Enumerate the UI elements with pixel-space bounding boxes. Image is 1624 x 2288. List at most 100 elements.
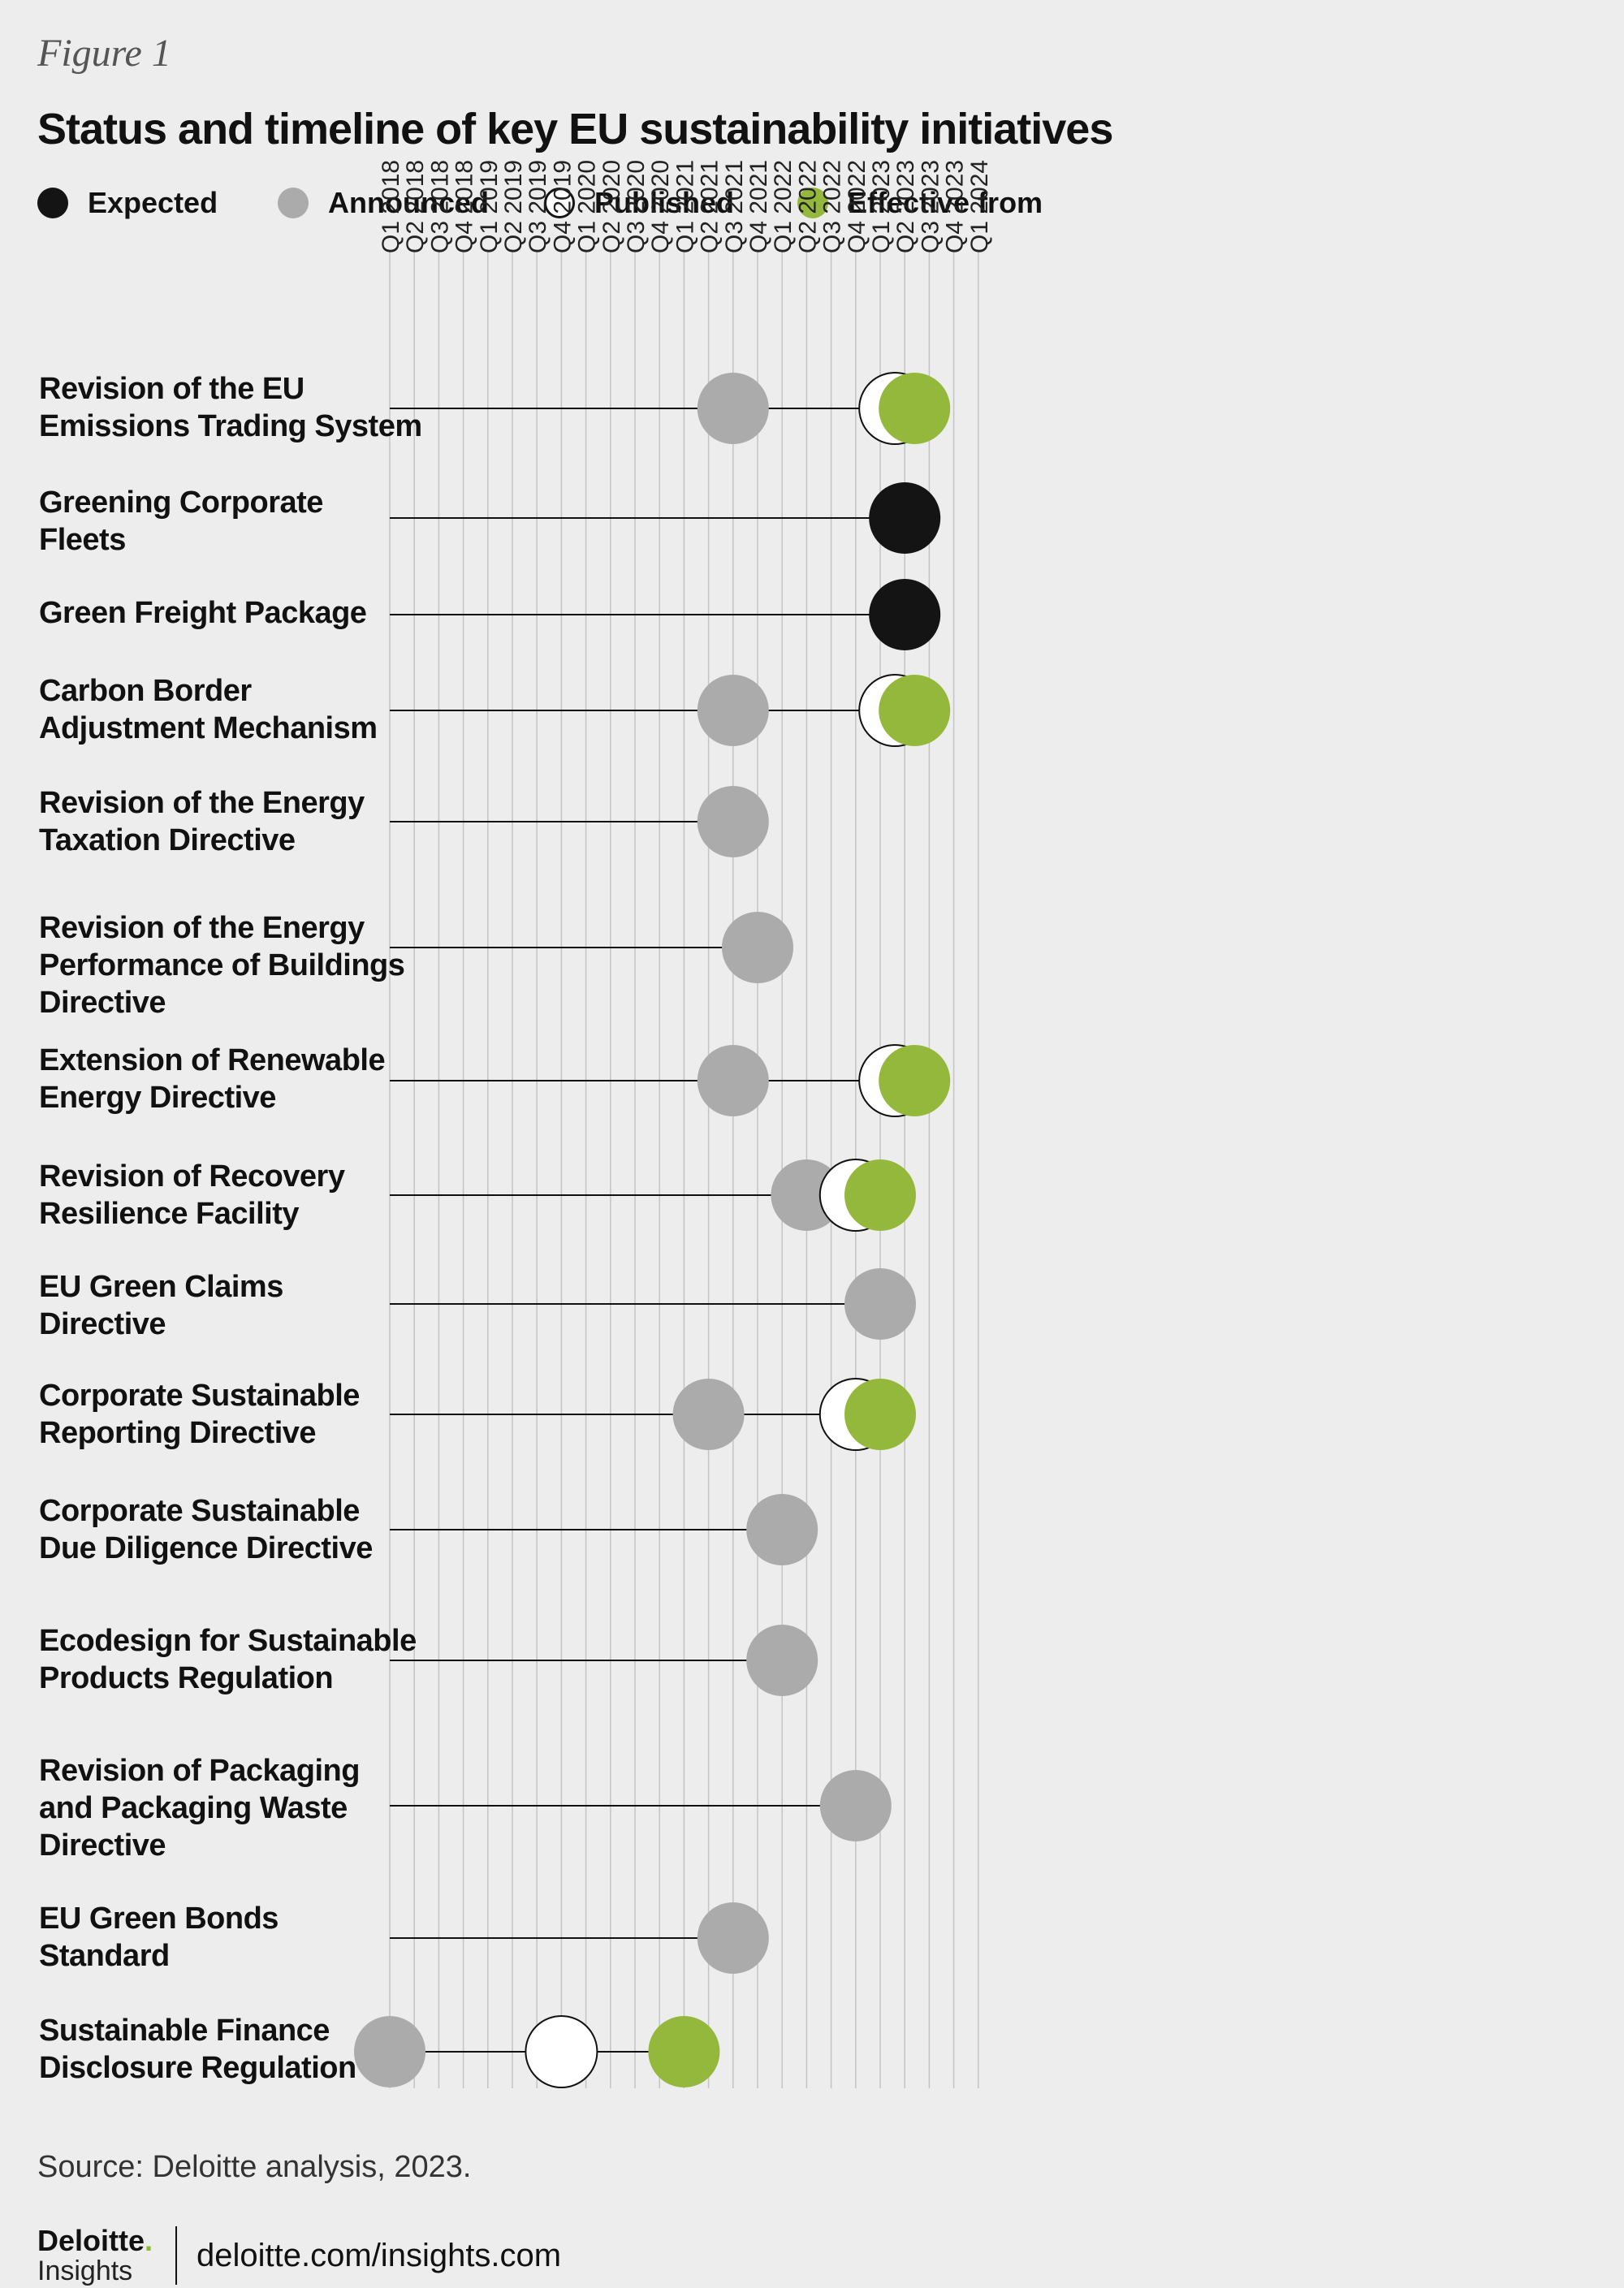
row-label-line: Green Freight Package [39, 596, 367, 630]
row-label: Ecodesign for Sustainable Products Regula… [39, 1622, 417, 1697]
row-label-line: Directive [39, 1307, 166, 1341]
x-tick-label: Q3 2018 [426, 160, 453, 253]
marker-announced [746, 1625, 818, 1696]
legend-label-effective: Effective from [848, 186, 1043, 219]
row-label-line: Due Diligence Directive [39, 1531, 373, 1565]
marker-announced [672, 1379, 745, 1450]
row-label-line: Performance of Buildings [39, 948, 405, 982]
x-tick-label: Q3 2021 [721, 160, 748, 253]
row-label-line: Reporting Directive [39, 1416, 317, 1450]
legend-item-published: Published [544, 186, 797, 220]
row-label-line: and Packaging Waste [39, 1791, 348, 1825]
legend-label-expected: Expected [88, 186, 218, 219]
x-tick-label: Q2 2018 [402, 160, 429, 253]
marker-announced [844, 1268, 916, 1340]
marker-announced [354, 2016, 425, 2087]
legend-label-announced: Announced [328, 186, 489, 219]
legend-dot-published [544, 188, 575, 218]
x-tick-label: Q1 2024 [966, 160, 993, 253]
marker-effective-from [648, 2016, 720, 2087]
row-label-line: EU Green Bonds [39, 1902, 279, 1936]
marker-expected [869, 482, 941, 554]
x-tick-label: Q3 2020 [623, 160, 650, 253]
row-label-line: Directive [39, 986, 166, 1020]
x-tick-label: Q1 2023 [868, 160, 895, 253]
legend: Expected Announced Published Effective f… [37, 180, 1043, 226]
row-label-line: Products Regulation [39, 1661, 334, 1695]
x-tick-label: Q3 2022 [819, 160, 846, 253]
row-label-line: Disclosure Regulation [39, 2051, 356, 2085]
deloitte-logo: Deloitte. Insights [37, 2224, 153, 2286]
x-tick-label: Q1 2022 [770, 160, 797, 253]
legend-item-announced: Announced [278, 186, 544, 220]
row-label: Extension of Renewable Energy Directive [39, 1042, 388, 1116]
row-label: Corporate Sustainable Due Diligence Direc… [39, 1492, 388, 1567]
row-label-line: Taxation Directive [39, 823, 296, 857]
x-tick-label: Q2 2021 [697, 160, 723, 253]
brand-url[interactable]: deloitte.com/insights.com [197, 2237, 562, 2273]
marker-effective-from [844, 1159, 916, 1231]
brand-name: Deloitte [37, 2224, 145, 2257]
row-label-line: Carbon Border [39, 674, 252, 708]
row-label-line: Revision of the Energy [39, 786, 365, 820]
legend-item-expected: Expected [37, 186, 278, 220]
row-label-line: Revision of the EU [39, 372, 304, 406]
row-label: Revision of the Energy Performance of Bui… [39, 909, 405, 1021]
row-label-line: Standard [39, 1939, 170, 1973]
x-tick-label: Q4 2021 [745, 160, 772, 253]
row-label: EU Green Bonds Standard [39, 1900, 388, 1975]
chart-title: Status and timeline of key EU sustainabi… [37, 105, 1113, 153]
marker-effective-from [879, 373, 951, 444]
marker-announced [697, 373, 769, 444]
marker-announced [722, 912, 793, 983]
x-tick-label: Q4 2018 [451, 160, 478, 253]
row-label: EU Green Claims Directive [39, 1268, 388, 1343]
brand-footer: Deloitte. Insights deloitte.com/insights… [37, 2226, 561, 2285]
x-tick-label: Q1 2018 [378, 160, 404, 253]
marker-published [525, 2015, 598, 2088]
marker-announced [697, 786, 769, 857]
figure-label: Figure 1 [37, 32, 171, 75]
x-tick-label: Q1 2019 [476, 160, 503, 253]
x-tick-label: Q1 2020 [574, 160, 601, 253]
row-label-line: Corporate Sustainable [39, 1494, 360, 1528]
legend-dot-effective [797, 188, 828, 218]
row-label-line: Fleets [39, 523, 126, 557]
marker-announced [697, 1902, 769, 1974]
brand-dot: . [145, 2224, 153, 2257]
row-label: Revision of the EU Emissions Trading Syst… [39, 370, 422, 445]
row-label: Revision of the Energy Taxation Directive [39, 784, 388, 859]
row-label-line: Extension of Renewable [39, 1043, 386, 1077]
row-label-line: Revision of Recovery [39, 1159, 345, 1194]
x-tick-label: Q3 2019 [525, 160, 551, 253]
x-tick-label: Q4 2020 [647, 160, 674, 253]
marker-effective-from [879, 675, 951, 746]
marker-effective-from [879, 1045, 951, 1116]
x-tick-label: Q2 2023 [892, 160, 919, 253]
x-tick-label: Q4 2022 [844, 160, 870, 253]
marker-expected [869, 579, 941, 650]
x-tick-label: Q1 2021 [672, 160, 698, 253]
brand-divider [175, 2226, 178, 2285]
row-label-line: Revision of Packaging [39, 1754, 360, 1788]
row-label-line: Sustainable Finance [39, 2014, 330, 2048]
row-label-line: Resilience Facility [39, 1197, 300, 1231]
source-note: Source: Deloitte analysis, 2023. [37, 2150, 472, 2184]
marker-announced [746, 1494, 818, 1565]
row-label-line: Revision of the Energy [39, 911, 365, 945]
row-label-line: Energy Directive [39, 1081, 276, 1115]
row-label: Green Freight Package [39, 594, 388, 632]
x-tick-label: Q2 2019 [500, 160, 527, 253]
x-tick-label: Q3 2023 [917, 160, 944, 253]
row-label: Revision of Recovery Resilience Facility [39, 1158, 388, 1232]
row-label: Corporate Sustainable Reporting Directive [39, 1377, 388, 1452]
marker-announced [697, 1045, 769, 1116]
marker-announced [697, 675, 769, 746]
row-label-line: Directive [39, 1828, 166, 1863]
row-label-line: Ecodesign for Sustainable [39, 1624, 417, 1658]
row-label-line: EU Green Claims [39, 1270, 283, 1304]
row-label-line: Emissions Trading System [39, 409, 422, 443]
legend-item-effective: Effective from [797, 186, 1043, 220]
x-tick-label: Q4 2019 [549, 160, 576, 253]
